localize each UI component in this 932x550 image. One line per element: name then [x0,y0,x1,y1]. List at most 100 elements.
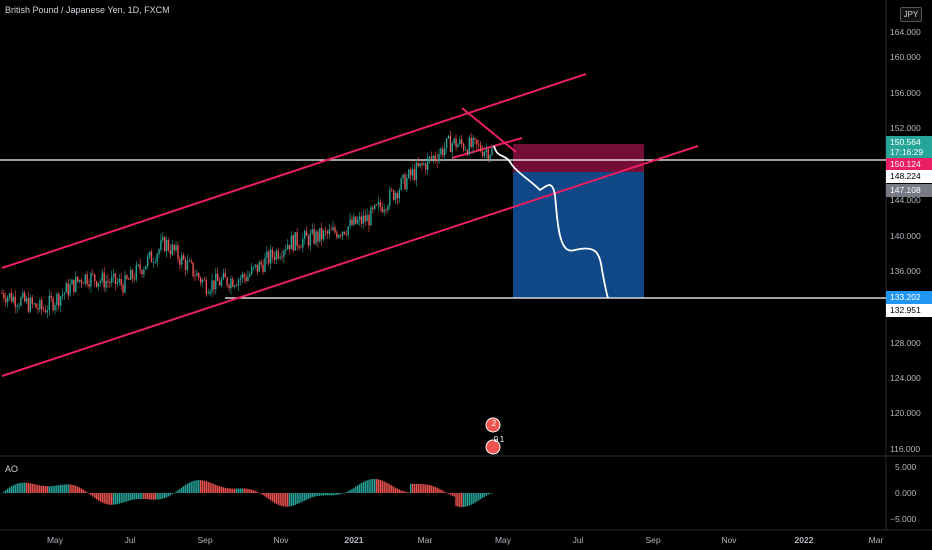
ao-bar [71,484,73,493]
ao-bar [126,493,128,502]
ao-bar [398,489,400,493]
candle-body [97,282,100,287]
ao-bar [94,493,96,499]
ao-bar [252,490,255,493]
candle-body [184,259,187,271]
ao-bar [8,487,11,493]
candle-body [196,273,198,277]
ao-bar [406,492,408,493]
candle-body [145,266,147,270]
candle-body [252,266,255,268]
candle-body [179,258,181,265]
ao-bar [374,478,376,493]
candle-body [3,293,5,299]
candle-body [95,281,98,287]
ao-bar [54,485,56,493]
ao-bar [73,485,75,493]
stop-zone[interactable] [513,144,644,172]
price-tick: 116.000 [890,444,920,454]
ao-bar [107,493,109,505]
ao-bar [103,493,105,504]
candle-body [116,282,119,284]
candle-body [281,256,283,258]
ao-bar [99,493,102,502]
ao-bar [264,493,266,497]
ao-bar [232,488,234,493]
candle-body [292,235,295,251]
candle-body [167,240,170,251]
candle-body [455,138,457,148]
currency-badge[interactable]: JPY [900,7,922,22]
candle-body [124,275,126,293]
target-zone[interactable] [513,172,644,298]
ao-bar [292,493,295,506]
event-badge-2[interactable] [485,439,501,455]
candle-body [483,152,486,157]
candle-body [264,257,266,273]
candle-body [90,273,92,287]
candle-body [69,284,71,296]
candle-body [426,157,429,170]
ao-bar [296,493,298,505]
candle-body [6,297,9,303]
candle-body [305,231,308,236]
ao-bar [298,493,300,504]
ao-bar [249,489,251,493]
candle-body [63,292,66,295]
ao-bar [190,481,192,493]
candle-body [156,254,158,262]
ao-bar [10,486,13,493]
channel-upper-line[interactable] [1,73,587,269]
projection-path[interactable] [493,145,609,299]
candle-body [438,154,440,162]
candle-body [283,250,285,257]
ao-bar [67,484,69,493]
candle-body [415,163,418,180]
ao-bar [251,489,253,493]
candle-body [35,303,37,308]
event-badge-1[interactable] [485,417,501,433]
wedge-lower-line[interactable] [451,137,523,159]
candle-body [182,255,185,260]
ao-bar [453,493,455,497]
ao-bar [95,493,98,500]
candle-body [222,272,225,280]
ao-bar [175,491,177,493]
ao-bar [366,480,368,493]
candle-body [288,244,291,250]
candle-body [103,272,105,288]
candle-body [186,260,189,271]
candle-body [304,231,306,239]
candle-body [268,251,270,264]
candle-body [364,215,366,222]
ao-bar [409,483,412,493]
level-b-tag: 147.108 [886,184,932,197]
wedge-upper-line[interactable] [461,107,517,153]
ao-bar [462,493,465,507]
candle-body [413,169,416,180]
ao-bar [29,483,32,493]
candle-body [296,232,298,246]
candle-body [302,238,304,248]
ao-bar [387,483,389,493]
ao-bar [61,484,64,493]
ao-bar [129,493,132,501]
price-tick: 136.000 [890,266,921,276]
ao-bar [42,485,45,493]
ao-bar [1,493,3,494]
ao-indicator-label[interactable]: AO [5,464,19,474]
ao-bar [203,480,206,493]
ao-bar [44,486,47,493]
ao-bar [421,484,423,493]
candle-body [205,279,208,294]
time-label: Sep [645,535,660,545]
candle-body [290,235,293,250]
ao-bar [186,483,189,493]
channel-lower-line[interactable] [1,145,699,377]
ao-bar [419,484,421,493]
candle-body [402,174,404,179]
ao-bar [440,489,442,493]
ao-bar [375,479,378,493]
